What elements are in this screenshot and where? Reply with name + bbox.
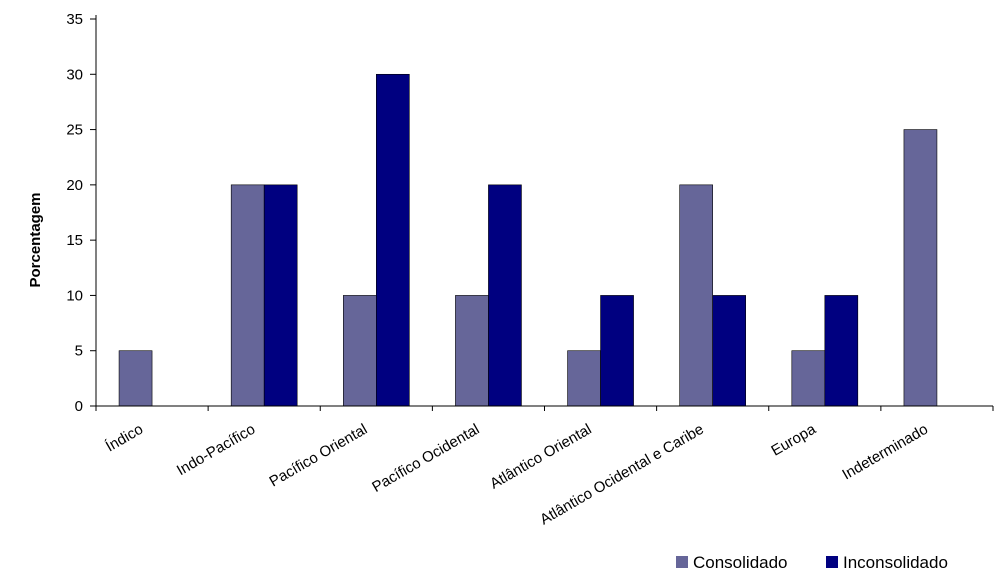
bar-inconsolidado-indo-pacifico — [263, 184, 298, 407]
y-tick-label: 0 — [75, 398, 83, 415]
legend-label-consolidado: Consolidado — [693, 553, 788, 572]
y-tick-label: 15 — [66, 232, 83, 249]
bar-consolidado-indo-pacifico — [230, 184, 265, 407]
bar-inconsolidado-europa — [824, 295, 859, 407]
bars-layer — [118, 73, 938, 407]
bar-consolidado-pacifico-oriental — [343, 295, 377, 407]
bar-inconsolidado-pacifico-oriental — [376, 73, 410, 407]
x-tick-label: Pacífico Ocidental — [369, 421, 482, 496]
y-tick-label: 35 — [66, 11, 83, 28]
x-tick-label: Índico — [103, 421, 146, 456]
bar-inconsolidado-pacifico-ocidental — [488, 184, 522, 407]
bar-consolidado-pacifico-ocidental — [455, 295, 489, 407]
y-tick-label: 20 — [66, 177, 83, 194]
bar-consolidado-atlantico-oriental — [567, 350, 601, 407]
y-tick-label: 25 — [66, 122, 83, 139]
bar-consolidado-atlantico-ocidental-e-caribe — [679, 184, 713, 407]
x-tick-label: Atlântico Oriental — [487, 421, 594, 493]
x-tick-label: Pacífico Oriental — [267, 421, 371, 491]
y-tick-label: 10 — [66, 287, 83, 304]
x-tick-label: Indo-Pacífico — [174, 421, 258, 479]
y-tick-label: 5 — [75, 343, 83, 360]
legend: Consolidado Inconsolidado — [676, 553, 948, 572]
x-tick-label: Indeterminado — [839, 421, 931, 484]
x-tick-label: Europa — [768, 420, 819, 459]
bar-consolidado-indico — [118, 350, 153, 407]
legend-swatch-consolidado — [676, 556, 688, 568]
legend-swatch-inconsolidado — [826, 556, 838, 568]
bar-inconsolidado-atlantico-oriental — [600, 295, 634, 407]
bar-consolidado-europa — [791, 350, 826, 407]
legend-label-inconsolidado: Inconsolidado — [843, 553, 948, 572]
bar-inconsolidado-atlantico-ocidental-e-caribe — [712, 295, 746, 407]
y-tick-label: 30 — [66, 66, 83, 83]
bar-consolidado-indeterminado — [903, 129, 938, 407]
y-axis-label: Porcentagem — [27, 192, 44, 287]
